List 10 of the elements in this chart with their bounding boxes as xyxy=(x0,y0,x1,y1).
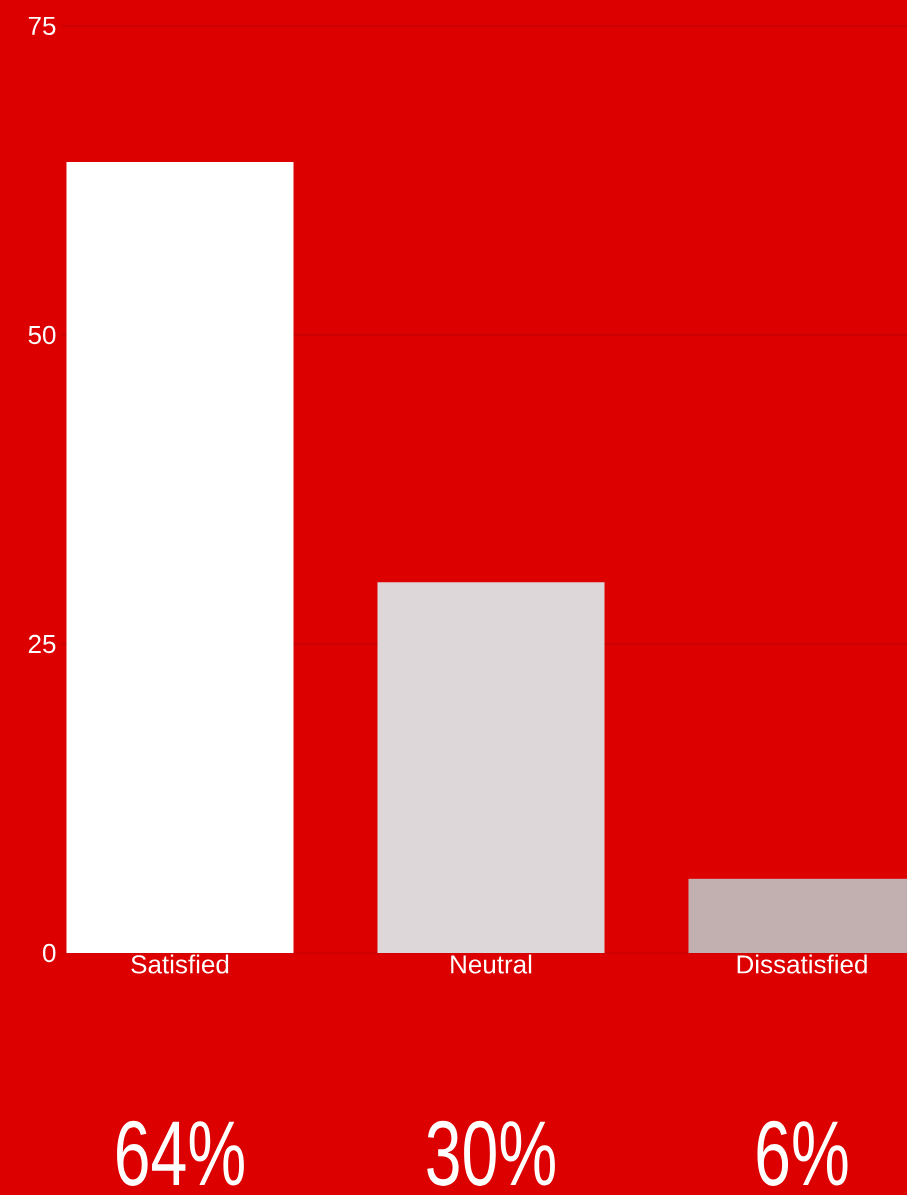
data-label: 30% xyxy=(427,1120,555,1186)
x-tick-label: Dissatisfied xyxy=(737,954,867,974)
x-tick-label: Satisfied xyxy=(131,954,229,974)
data-label: 64% xyxy=(117,1120,244,1186)
y-tick-label: 75 xyxy=(28,16,56,36)
data-label: 6% xyxy=(757,1120,848,1186)
y-tick-label: 25 xyxy=(28,634,56,654)
y-tick-label: 50 xyxy=(28,325,56,345)
x-tick-label: Neutral xyxy=(451,954,532,974)
y-tick-label: 0 xyxy=(43,943,56,963)
